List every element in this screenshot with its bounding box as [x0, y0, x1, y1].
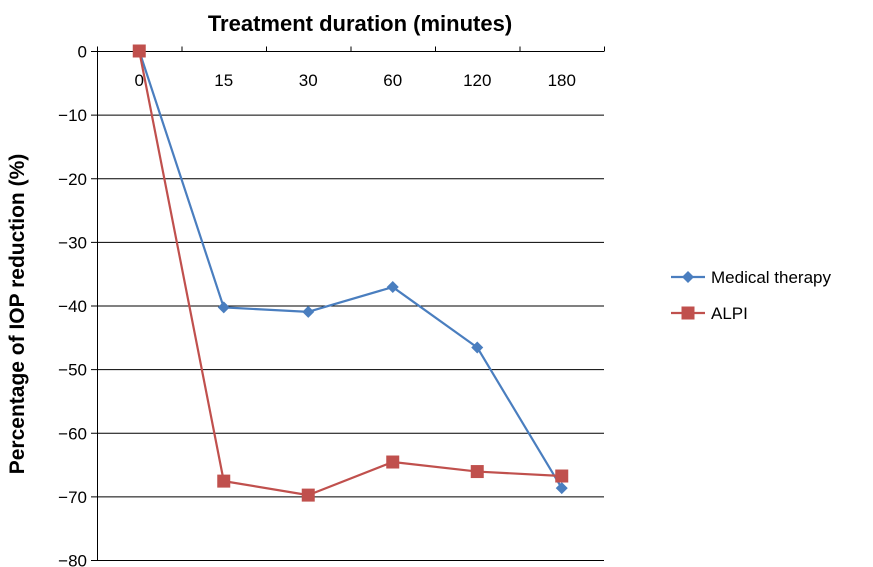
data-point — [132, 44, 146, 58]
data-point — [471, 341, 484, 354]
data-point — [555, 482, 568, 495]
legend-label: ALPI — [711, 304, 748, 323]
axes — [91, 46, 605, 561]
data-series — [132, 44, 569, 502]
x-tick-label: 60 — [383, 71, 402, 90]
data-point — [470, 465, 484, 479]
y-tick-label: −40 — [58, 297, 87, 316]
data-point — [555, 469, 569, 483]
data-point — [217, 474, 231, 488]
legend-marker — [681, 306, 695, 320]
x-tick-label: 120 — [463, 71, 491, 90]
y-tick-labels: 0 −10 −20 −30 −40 −50 −60 −70 −80 — [58, 43, 87, 567]
y-tick-label: −80 — [58, 552, 87, 567]
y-tick-label: −20 — [58, 170, 87, 189]
y-tick-label: −30 — [58, 233, 87, 252]
legend: Medical therapy ALPI — [671, 268, 832, 323]
x-tick-label: 0 — [135, 71, 144, 90]
y-axis-label: Percentage of IOP reduction (%) — [6, 154, 29, 475]
series-line — [138, 50, 562, 497]
y-tick-label: −60 — [58, 424, 87, 443]
data-point — [302, 305, 315, 318]
x-tick-label: 30 — [299, 71, 318, 90]
data-point — [386, 281, 399, 294]
data-point — [217, 301, 230, 314]
legend-label: Medical therapy — [711, 268, 832, 287]
y-tick-label: −70 — [58, 488, 87, 507]
gridlines — [97, 114, 604, 561]
y-tick-label: −50 — [58, 361, 87, 380]
y-tick-label: −10 — [58, 106, 87, 125]
data-point — [386, 455, 400, 469]
x-tick-label: 180 — [548, 71, 576, 90]
series-line — [138, 50, 563, 489]
x-tick-label: 15 — [214, 71, 233, 90]
data-point — [301, 488, 315, 502]
chart-title: Treatment duration (minutes) — [208, 11, 512, 36]
legend-marker — [682, 271, 694, 283]
x-tick-labels: 0 15 30 60 120 180 — [135, 71, 576, 90]
y-tick-label: 0 — [78, 43, 87, 62]
